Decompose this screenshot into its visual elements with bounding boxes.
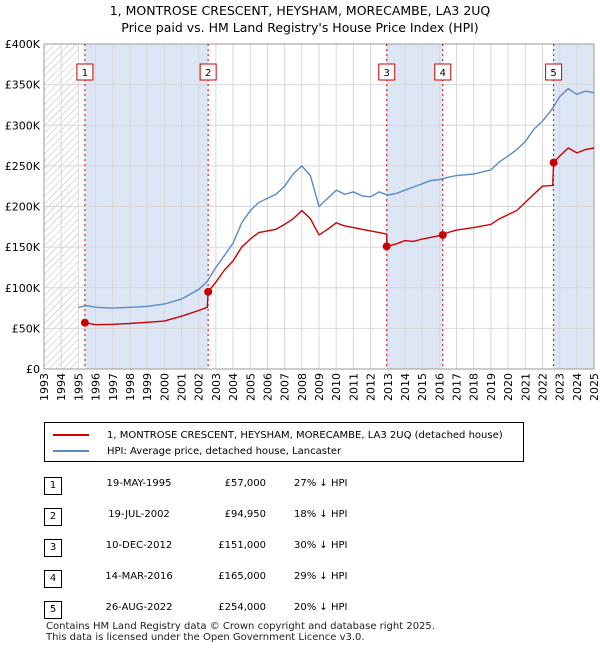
x-tick-label: 2013 xyxy=(382,373,395,401)
x-tick-label: 2025 xyxy=(588,373,600,401)
legend-swatch-hpi xyxy=(53,450,89,452)
x-tick-label: 1995 xyxy=(72,373,85,401)
sale-label: 2 xyxy=(205,68,211,79)
x-tick-label: 2000 xyxy=(158,373,171,401)
sale-row: 3 10-DEC-2012 £151,000 30% ↓ HPI xyxy=(44,536,404,567)
y-tick-label: £150K xyxy=(5,241,41,254)
sale-hpi-diff: 18% ↓ HPI xyxy=(294,509,348,520)
y-tick-label: £400K xyxy=(5,38,41,51)
sale-row: 4 14-MAR-2016 £165,000 29% ↓ HPI xyxy=(44,567,404,598)
sale-date: 26-AUG-2022 xyxy=(105,602,173,613)
sale-hpi-diff: 27% ↓ HPI xyxy=(294,478,348,489)
x-tick-label: 2019 xyxy=(485,373,498,401)
price-chart: 1 2 3 4 5 £0 £50K £100K £150K £200K £250K £300K £350… xyxy=(5,38,600,401)
x-tick-label: 2002 xyxy=(193,373,206,401)
x-tick-label: 2011 xyxy=(347,373,360,401)
x-tick-label: 2022 xyxy=(536,373,549,401)
x-tick-label: 1999 xyxy=(141,373,154,401)
legend-item-hpi: HPI: Average price, detached house, Lanc… xyxy=(53,443,341,459)
sale-date: 10-DEC-2012 xyxy=(105,540,173,551)
legend-label-hpi: HPI: Average price, detached house, Lanc… xyxy=(107,445,342,457)
sale-point xyxy=(438,230,447,239)
sale-label-box xyxy=(378,63,396,81)
x-tick-label: 2004 xyxy=(227,373,240,401)
sale-number-badge: 4 xyxy=(44,570,62,588)
sale-label-box xyxy=(434,63,452,81)
sale-label: 1 xyxy=(82,68,88,79)
x-tick-label: 2010 xyxy=(330,373,343,401)
sale-row: 2 19-JUL-2002 £94,950 18% ↓ HPI xyxy=(44,505,404,536)
x-tick-label: 2012 xyxy=(365,373,378,401)
sale-point xyxy=(549,158,558,167)
y-tick-label: £200K xyxy=(5,201,41,214)
x-tick-label: 1993 xyxy=(38,373,51,401)
sale-price: £254,000 xyxy=(218,602,266,613)
x-tick-label: 1997 xyxy=(107,373,120,401)
x-tick-label: 2018 xyxy=(468,373,481,401)
x-tick-label: 2014 xyxy=(399,373,412,401)
sales-table: 1 19-MAY-1995 £57,000 27% ↓ HPI 2 19-JUL… xyxy=(44,474,404,629)
sale-label: 3 xyxy=(384,68,390,79)
legend-swatch-property xyxy=(53,434,89,436)
x-tick-label: 2017 xyxy=(451,373,464,401)
sale-hpi-diff: 30% ↓ HPI xyxy=(294,540,348,551)
sale-date: 14-MAR-2016 xyxy=(105,571,173,582)
sale-label-box xyxy=(199,63,217,81)
x-tick-label: 2003 xyxy=(210,373,223,401)
x-tick-label: 2020 xyxy=(502,373,515,401)
sale-date: 19-JUL-2002 xyxy=(108,509,170,520)
chart-legend: 1, MONTROSE CRESCENT, HEYSHAM, MORECAMBE… xyxy=(44,422,524,462)
sale-number-badge: 2 xyxy=(44,508,62,526)
x-tick-label: 2024 xyxy=(571,373,584,401)
y-tick-label: £100K xyxy=(5,282,41,295)
sale-label: 4 xyxy=(440,68,446,79)
sale-price: £151,000 xyxy=(218,540,266,551)
x-tick-label: 2021 xyxy=(519,373,532,401)
x-tick-label: 2023 xyxy=(554,373,567,401)
footer-copyright: Contains HM Land Registry data © Crown c… xyxy=(46,621,435,632)
sale-point xyxy=(382,242,391,251)
sale-label-box xyxy=(545,63,563,81)
legend-item-property: 1, MONTROSE CRESCENT, HEYSHAM, MORECAMBE… xyxy=(53,427,503,443)
plot-frame xyxy=(43,43,595,370)
sale-price: £57,000 xyxy=(224,478,266,489)
y-tick-label: £50K xyxy=(12,322,41,335)
sale-row: 5 26-AUG-2022 £254,000 20% ↓ HPI xyxy=(44,598,404,629)
sale-point xyxy=(80,318,89,327)
x-tick-label: 2009 xyxy=(313,373,326,401)
hpi-line xyxy=(78,87,595,309)
x-tick-label: 1996 xyxy=(90,373,103,401)
sale-row: 1 19-MAY-1995 £57,000 27% ↓ HPI xyxy=(44,474,404,505)
sale-price: £165,000 xyxy=(218,571,266,582)
y-tick-label: £350K xyxy=(5,79,41,92)
x-tick-label: 2001 xyxy=(176,373,189,401)
sale-price: £94,950 xyxy=(224,509,266,520)
x-tick-label: 1998 xyxy=(124,373,137,401)
sale-number-badge: 5 xyxy=(44,601,62,619)
sale-date: 19-MAY-1995 xyxy=(106,478,172,489)
y-tick-label: £250K xyxy=(5,160,41,173)
x-tick-label: 1994 xyxy=(55,373,68,401)
x-tick-label: 2015 xyxy=(416,373,429,401)
x-tick-label: 2005 xyxy=(244,373,257,401)
y-tick-label: £300K xyxy=(5,119,41,132)
x-tick-label: 2007 xyxy=(279,373,292,401)
sale-point xyxy=(204,287,213,296)
legend-label-property: 1, MONTROSE CRESCENT, HEYSHAM, MORECAMBE… xyxy=(107,429,503,441)
footer-license: This data is licensed under the Open Gov… xyxy=(46,632,365,643)
sale-number-badge: 1 xyxy=(44,477,62,495)
sale-label-box xyxy=(76,63,94,81)
chart-title: 1, MONTROSE CRESCENT, HEYSHAM, MORECAMBE… xyxy=(109,3,491,18)
sale-hpi-diff: 29% ↓ HPI xyxy=(294,571,348,582)
x-tick-label: 2016 xyxy=(433,373,446,401)
footer-attribution: Contains HM Land Registry data © Crown c… xyxy=(46,621,435,643)
y-tick-label: £0 xyxy=(26,363,40,376)
x-tick-label: 2008 xyxy=(296,373,309,401)
sale-hpi-diff: 20% ↓ HPI xyxy=(294,602,348,613)
sale-number-badge: 3 xyxy=(44,539,62,557)
x-tick-label: 2006 xyxy=(261,373,274,401)
sale-label: 5 xyxy=(550,68,556,79)
chart-subtitle: Price paid vs. HM Land Registry's House … xyxy=(121,20,479,35)
